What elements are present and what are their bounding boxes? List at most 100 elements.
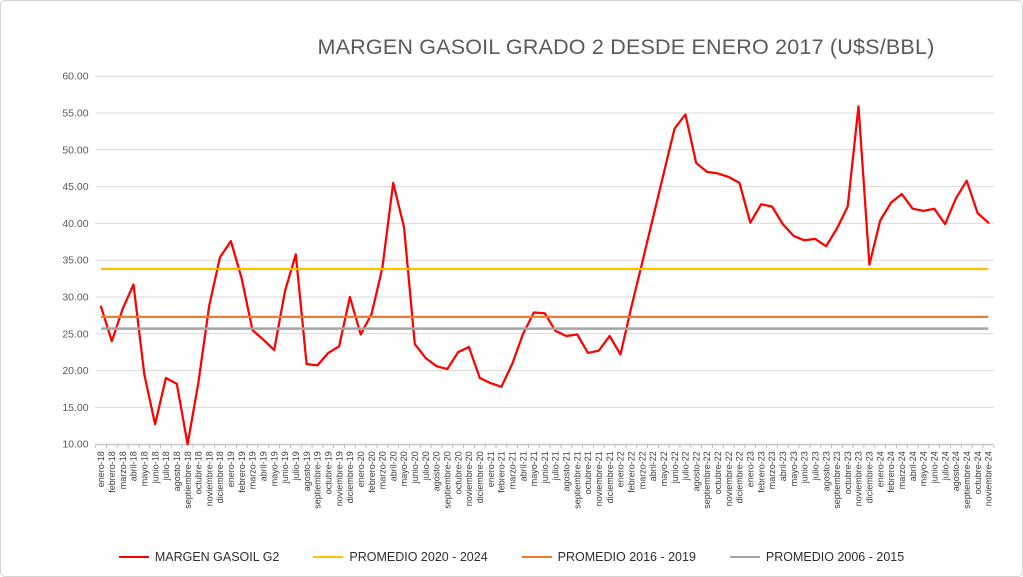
x-axis-label: octubre-22: [713, 451, 723, 494]
x-axis-label: junio-18: [150, 451, 160, 484]
x-axis-label: diciembre-23: [865, 451, 875, 503]
x-axis-label: julio-19: [291, 451, 301, 481]
x-axis-label: marzo-18: [118, 451, 128, 489]
x-axis-label: junio-22: [670, 451, 680, 484]
y-axis-tick-label: 10.00: [62, 439, 88, 451]
legend-label: PROMEDIO 2020 - 2024: [349, 550, 488, 564]
x-axis-label: febrero-23: [756, 451, 766, 493]
x-axis-label: noviembre-23: [854, 451, 864, 506]
x-axis-label: marzo-20: [378, 451, 388, 489]
x-axis-label: septiembre-22: [702, 451, 712, 509]
x-axis-label: marzo-24: [897, 451, 907, 489]
x-axis-label: septiembre-24: [962, 451, 972, 509]
x-axis-label: marzo-21: [507, 451, 517, 489]
x-axis-label: mayo-21: [529, 451, 539, 486]
y-axis-tick-label: 15.00: [62, 402, 88, 414]
x-axis-label: diciembre-22: [735, 451, 745, 503]
x-axis-label: abril-22: [648, 451, 658, 481]
x-axis-label: noviembre-22: [724, 451, 734, 506]
x-axis-label: septiembre-19: [313, 451, 323, 509]
x-axis-label: marzo-19: [248, 451, 258, 489]
x-axis-label: mayo-22: [659, 451, 669, 486]
x-axis-label: abril-18: [129, 451, 139, 481]
x-axis-label: octubre-19: [323, 451, 333, 494]
x-axis-label: agosto-18: [172, 451, 182, 491]
x-axis-label: agosto-24: [951, 451, 961, 491]
x-axis-label: enero-19: [226, 451, 236, 487]
x-axis-label: julio-18: [161, 451, 171, 481]
legend-line-swatch: [729, 556, 760, 558]
x-axis-label: septiembre-20: [443, 451, 453, 509]
x-axis-label: julio-22: [681, 451, 691, 481]
x-axis-label: enero-24: [875, 451, 885, 487]
x-axis-label: febrero-21: [497, 451, 507, 493]
legend-line-swatch: [118, 556, 149, 558]
legend-label: PROMEDIO 2016 - 2019: [557, 550, 696, 564]
x-axis-label: noviembre-18: [204, 451, 214, 506]
legend-item[interactable]: PROMEDIO 2006 - 2015: [729, 550, 905, 564]
x-axis-label: abril-23: [778, 451, 788, 481]
x-axis-label: mayo-24: [919, 451, 929, 486]
y-axis-tick-label: 60.00: [62, 71, 88, 83]
x-axis-label: octubre-23: [843, 451, 853, 494]
x-axis-label: marzo-23: [767, 451, 777, 489]
y-axis-tick-label: 35.00: [62, 255, 88, 267]
x-axis-label: febrero-18: [107, 451, 117, 493]
x-axis-label: enero-20: [356, 451, 366, 487]
x-axis-label: diciembre-21: [605, 451, 615, 503]
x-axis-label: mayo-18: [139, 451, 149, 486]
x-axis-label: agosto-23: [821, 451, 831, 491]
legend-item[interactable]: PROMEDIO 2020 - 2024: [313, 550, 488, 564]
x-axis-label: septiembre-23: [832, 451, 842, 509]
x-axis-label: enero-21: [486, 451, 496, 487]
legend-item[interactable]: PROMEDIO 2016 - 2019: [521, 550, 696, 564]
x-axis-label: enero-23: [746, 451, 756, 487]
x-axis-label: junio-24: [929, 451, 939, 484]
x-axis-label: noviembre-20: [464, 451, 474, 506]
x-axis-label: octubre-20: [453, 451, 463, 494]
x-axis-label: agosto-21: [562, 451, 572, 491]
y-axis-tick-label: 55.00: [62, 108, 88, 120]
x-axis-label: abril-20: [388, 451, 398, 481]
x-axis-label: diciembre-19: [345, 451, 355, 503]
legend-line-swatch: [521, 556, 552, 558]
x-axis-label: septiembre-21: [572, 451, 582, 509]
x-axis-label: octubre-18: [194, 451, 204, 494]
x-axis-label: junio-20: [410, 451, 420, 484]
x-axis-label: julio-23: [810, 451, 820, 481]
x-axis-label: diciembre-20: [475, 451, 485, 503]
chart-legend: MARGEN GASOIL G2 PROMEDIO 2020 - 2024 PROM…: [1, 550, 1022, 564]
x-axis-label: abril-24: [908, 451, 918, 481]
y-axis-tick-label: 50.00: [62, 144, 88, 156]
x-axis-label: septiembre-18: [183, 451, 193, 509]
x-axis-label: mayo-23: [789, 451, 799, 486]
x-axis-label: enero-22: [616, 451, 626, 487]
x-axis-label: agosto-22: [691, 451, 701, 491]
x-axis-label: junio-19: [280, 451, 290, 484]
margin-series-line: [99, 105, 990, 446]
x-axis-label: agosto-19: [302, 451, 312, 491]
y-axis-tick-label: 40.00: [62, 218, 88, 230]
x-axis-label: mayo-19: [269, 451, 279, 486]
x-axis-label: febrero-20: [367, 451, 377, 493]
legend-line-swatch: [313, 556, 344, 558]
x-axis-label: febrero-19: [237, 451, 247, 493]
x-axis-label: noviembre-21: [594, 451, 604, 506]
x-axis-label: noviembre-19: [334, 451, 344, 506]
x-axis-label: julio-20: [421, 451, 431, 481]
x-axis-label: febrero-24: [886, 451, 896, 493]
legend-label: PROMEDIO 2006 - 2015: [765, 550, 905, 564]
chart-title: MARGEN GASOIL GRADO 2 DESDE ENERO 2017 (…: [317, 35, 935, 59]
x-axis-label: agosto-20: [432, 451, 442, 491]
x-axis-label: enero-18: [96, 451, 106, 487]
x-axis-label: julio-21: [551, 451, 561, 481]
x-axis-label: febrero-22: [626, 451, 636, 493]
legend-item[interactable]: MARGEN GASOIL G2: [118, 550, 280, 564]
x-axis-label: abril-21: [518, 451, 528, 481]
legend-label: MARGEN GASOIL G2: [154, 550, 280, 564]
y-axis-tick-label: 25.00: [62, 328, 88, 340]
x-axis-label: marzo-22: [637, 451, 647, 489]
x-axis-label: noviembre-24: [984, 451, 994, 506]
